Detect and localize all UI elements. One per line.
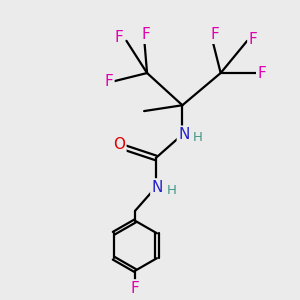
Text: F: F <box>210 28 219 43</box>
Text: N: N <box>178 127 190 142</box>
Text: F: F <box>115 30 124 45</box>
Text: H: H <box>166 184 176 196</box>
Text: F: F <box>141 28 150 43</box>
Text: F: F <box>257 65 266 80</box>
Text: N: N <box>152 180 163 195</box>
Text: F: F <box>104 74 113 89</box>
Text: F: F <box>249 32 257 47</box>
Text: F: F <box>131 281 140 296</box>
Text: O: O <box>113 137 125 152</box>
Text: H: H <box>193 131 202 144</box>
